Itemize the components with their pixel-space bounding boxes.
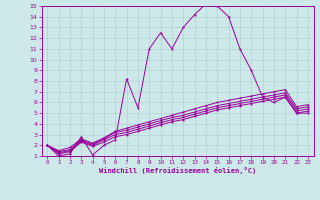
X-axis label: Windchill (Refroidissement éolien,°C): Windchill (Refroidissement éolien,°C) — [99, 167, 256, 174]
